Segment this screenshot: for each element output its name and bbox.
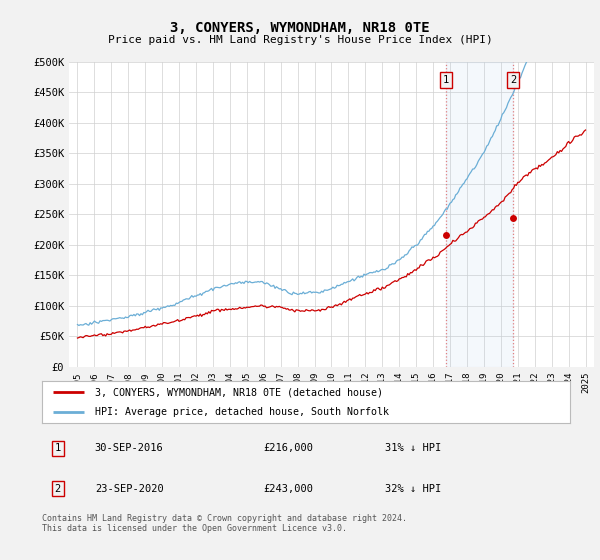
Text: £243,000: £243,000	[264, 484, 314, 493]
Text: 23-SEP-2020: 23-SEP-2020	[95, 484, 164, 493]
Text: 1: 1	[55, 444, 61, 453]
Text: 3, CONYERS, WYMONDHAM, NR18 0TE: 3, CONYERS, WYMONDHAM, NR18 0TE	[170, 21, 430, 35]
Text: 30-SEP-2016: 30-SEP-2016	[95, 444, 164, 453]
Text: Contains HM Land Registry data © Crown copyright and database right 2024.
This d: Contains HM Land Registry data © Crown c…	[42, 514, 407, 534]
Text: 32% ↓ HPI: 32% ↓ HPI	[385, 484, 442, 493]
Text: 31% ↓ HPI: 31% ↓ HPI	[385, 444, 442, 453]
Text: 1: 1	[443, 75, 449, 85]
Text: 3, CONYERS, WYMONDHAM, NR18 0TE (detached house): 3, CONYERS, WYMONDHAM, NR18 0TE (detache…	[95, 387, 383, 397]
Bar	[446, 62, 513, 367]
Text: £216,000: £216,000	[264, 444, 314, 453]
Text: Price paid vs. HM Land Registry's House Price Index (HPI): Price paid vs. HM Land Registry's House …	[107, 35, 493, 45]
Text: 2: 2	[55, 484, 61, 493]
Text: HPI: Average price, detached house, South Norfolk: HPI: Average price, detached house, Sout…	[95, 407, 389, 417]
Text: 2: 2	[510, 75, 517, 85]
